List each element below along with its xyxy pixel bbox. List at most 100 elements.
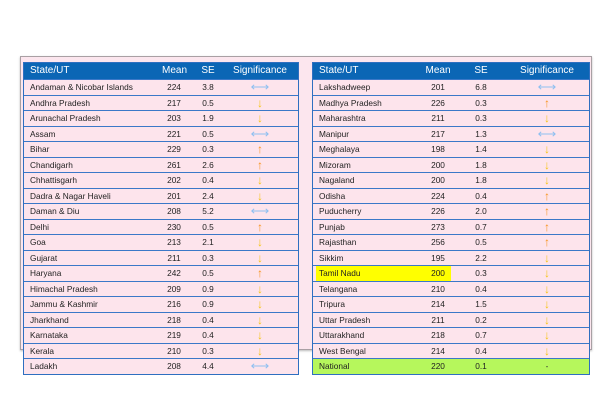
se-value: 0.4 <box>475 345 487 356</box>
state-name: Jharkhand <box>30 314 69 325</box>
mean-value: 210 <box>431 283 445 294</box>
state-table-right: State/UT Mean SE Significance Lakshadwee… <box>312 62 590 375</box>
se-value: 0.4 <box>202 175 214 185</box>
mean-value: 208 <box>167 361 181 371</box>
table-row: Ladakh 208 4.4 ⟷ <box>24 358 298 374</box>
mean-value: 214 <box>431 299 445 309</box>
mean-value: 211 <box>431 314 445 325</box>
table-row: Telangana 210 0.4 ↓ <box>313 280 589 297</box>
mean-value: 273 <box>431 221 445 232</box>
mean-value: 211 <box>167 252 181 263</box>
arrow-down-icon: ↓ <box>257 297 263 311</box>
state-name: Arunachal Pradesh <box>30 113 101 123</box>
table-row: Punjab 273 0.7 ↑ <box>313 218 589 235</box>
table-row: Andhra Pradesh 217 0.5 ↓ <box>24 94 298 111</box>
table-row: Tripura 214 1.5 ↓ <box>313 296 589 312</box>
state-name: Rajasthan <box>319 237 357 247</box>
mean-value: 226 <box>431 206 445 216</box>
table-row: Kerala 210 0.3 ↓ <box>24 342 298 359</box>
mean-value: 218 <box>431 330 445 340</box>
mean-value: 217 <box>167 97 181 108</box>
header-state: State/UT <box>30 65 70 76</box>
se-value: 2.0 <box>475 206 487 216</box>
se-value: 0.3 <box>202 345 214 356</box>
table-row: Karnataka 219 0.4 ↓ <box>24 327 298 343</box>
se-value: 3.8 <box>202 82 214 92</box>
mean-value: 202 <box>167 175 181 185</box>
se-value: 2.6 <box>202 159 214 170</box>
header-mean: Mean <box>425 65 451 76</box>
se-value: 0.5 <box>202 221 214 232</box>
state-name: Telangana <box>319 283 358 294</box>
double-arrow-icon: ⟷ <box>537 79 557 94</box>
se-value: 0.4 <box>202 314 214 325</box>
table-row: Daman & Diu 208 5.2 ⟷ <box>24 203 298 219</box>
header-se: SE <box>201 65 215 76</box>
arrow-down-icon: ↓ <box>544 173 550 187</box>
table-row: Mizoram 200 1.8 ↓ <box>313 156 589 173</box>
header-mean: Mean <box>162 65 188 76</box>
state-name: Delhi <box>30 221 49 232</box>
se-value: 2.1 <box>202 237 214 247</box>
mean-value: 213 <box>167 237 181 247</box>
mean-value: 208 <box>167 206 181 216</box>
state-name: Tamil Nadu <box>316 266 450 281</box>
state-name: Dadra & Nagar Haveli <box>30 190 111 201</box>
arrow-down-icon: ↓ <box>544 111 550 125</box>
mean-value: 218 <box>167 314 181 325</box>
table-row: Gujarat 211 0.3 ↓ <box>24 249 298 266</box>
state-name: Odisha <box>319 190 346 201</box>
state-name: Puducherry <box>319 206 362 216</box>
se-value: 5.2 <box>202 206 214 216</box>
state-name: Lakshadweep <box>319 82 371 92</box>
table-row: Andaman & Nicobar Islands 224 3.8 ⟷ <box>24 79 298 95</box>
se-value: 0.3 <box>475 113 487 123</box>
state-table-left: State/UT Mean SE Significance Andaman & … <box>23 62 299 375</box>
table-row: Goa 213 2.1 ↓ <box>24 234 298 250</box>
mean-value: 203 <box>167 113 181 123</box>
table-row: Tamil Nadu 200 0.3 ↓ <box>313 265 589 281</box>
double-arrow-icon: ⟷ <box>250 79 270 94</box>
mean-value: 256 <box>431 237 445 247</box>
se-value: 0.3 <box>202 144 214 154</box>
state-name: Maharashtra <box>319 113 366 123</box>
arrow-down-icon: ↓ <box>544 142 550 156</box>
se-value: 1.8 <box>475 175 487 185</box>
se-value: 0.9 <box>202 299 214 309</box>
table-row: Jammu & Kashmir 216 0.9 ↓ <box>24 296 298 312</box>
table-row: Maharashtra 211 0.3 ↓ <box>313 110 589 126</box>
se-value: 0.4 <box>202 330 214 340</box>
arrow-down-icon: ↓ <box>257 312 263 327</box>
se-value: 0.7 <box>475 221 487 232</box>
double-arrow-icon: ⟷ <box>250 358 270 373</box>
se-value: 0.5 <box>475 237 487 247</box>
table-header: State/UT Mean SE Significance <box>313 63 589 79</box>
mean-value: 200 <box>431 159 445 170</box>
header-significance: Significance <box>520 65 574 76</box>
se-value: 0.7 <box>475 330 487 340</box>
double-arrow-icon: ⟷ <box>250 125 270 141</box>
se-value: 1.8 <box>475 159 487 170</box>
table-row: Lakshadweep 201 6.8 ⟷ <box>313 79 589 95</box>
se-value: 2.4 <box>202 190 214 201</box>
table-row: Himachal Pradesh 209 0.9 ↓ <box>24 280 298 297</box>
state-name: Jammu & Kashmir <box>30 299 98 309</box>
double-arrow-icon: ⟷ <box>537 125 557 141</box>
mean-value: 261 <box>167 159 181 170</box>
state-name: National <box>319 361 350 371</box>
state-name: Andhra Pradesh <box>30 97 90 108</box>
mean-value: 230 <box>167 221 181 232</box>
state-name: Daman & Diu <box>30 206 80 216</box>
mean-value: 209 <box>167 283 181 294</box>
mean-value: 242 <box>167 268 181 278</box>
se-value: 6.8 <box>475 82 487 92</box>
mean-value: 217 <box>431 128 445 139</box>
table-row: Bihar 229 0.3 ↑ <box>24 141 298 157</box>
state-name: Chhattisgarh <box>30 175 78 185</box>
table-row: Odisha 224 0.4 ↑ <box>313 187 589 204</box>
se-value: 0.3 <box>202 252 214 263</box>
table-row: Haryana 242 0.5 ↑ <box>24 265 298 281</box>
state-name: Manipur <box>319 128 349 139</box>
state-name: Chandigarh <box>30 159 73 170</box>
table-row: Jharkhand 218 0.4 ↓ <box>24 311 298 328</box>
